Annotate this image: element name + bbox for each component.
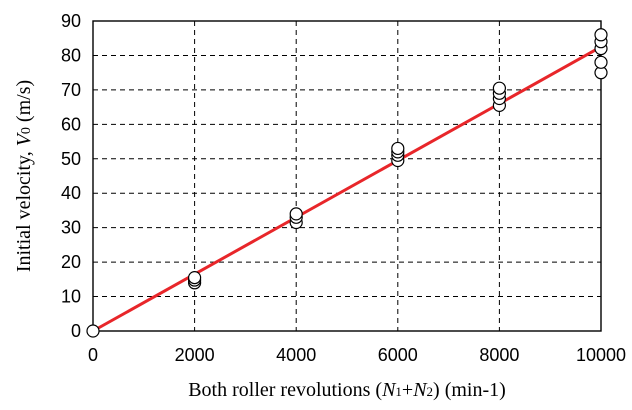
y-axis-title: Initial velocity, V0 (m/s) xyxy=(13,80,35,272)
x-axis-title: Both roller revolutions (N1+N2) (min-1) xyxy=(188,379,506,401)
data-point-14 xyxy=(492,81,506,95)
y-tick-label-9: 90 xyxy=(61,11,81,31)
y-tick-label-4: 40 xyxy=(61,183,81,203)
x-tick-label-5: 10000 xyxy=(576,345,626,365)
data-point-0 xyxy=(86,324,100,338)
x-tick-label-1: 2000 xyxy=(175,345,215,365)
y-tick-label-7: 70 xyxy=(61,80,81,100)
data-point-19 xyxy=(594,28,608,42)
y-tick-labels: 0 10 20 30 40 50 60 70 80 90 xyxy=(61,11,81,341)
fit-line xyxy=(92,45,602,333)
y-tick-label-2: 20 xyxy=(61,252,81,272)
x-tick-label-3: 6000 xyxy=(378,345,418,365)
data-point-6 xyxy=(289,207,303,221)
x-tick-labels: 0 2000 4000 6000 8000 10000 xyxy=(88,345,626,365)
data-points xyxy=(86,28,608,338)
y-tick-label-0: 0 xyxy=(71,321,81,341)
data-point-16 xyxy=(594,55,608,69)
y-tick-label-1: 10 xyxy=(61,287,81,307)
gridlines xyxy=(93,21,601,331)
plot-frame xyxy=(92,20,602,332)
x-tick-label-4: 8000 xyxy=(479,345,519,365)
y-tick-label-8: 80 xyxy=(61,45,81,65)
x-tick-label-2: 4000 xyxy=(276,345,316,365)
y-tick-label-5: 50 xyxy=(61,149,81,169)
fit-line-layer xyxy=(92,45,602,333)
x-tick-label-0: 0 xyxy=(88,345,98,365)
y-tick-label-6: 60 xyxy=(61,114,81,134)
data-point-10 xyxy=(391,141,405,156)
data-point-3 xyxy=(188,271,202,285)
y-tick-label-3: 30 xyxy=(61,218,81,238)
